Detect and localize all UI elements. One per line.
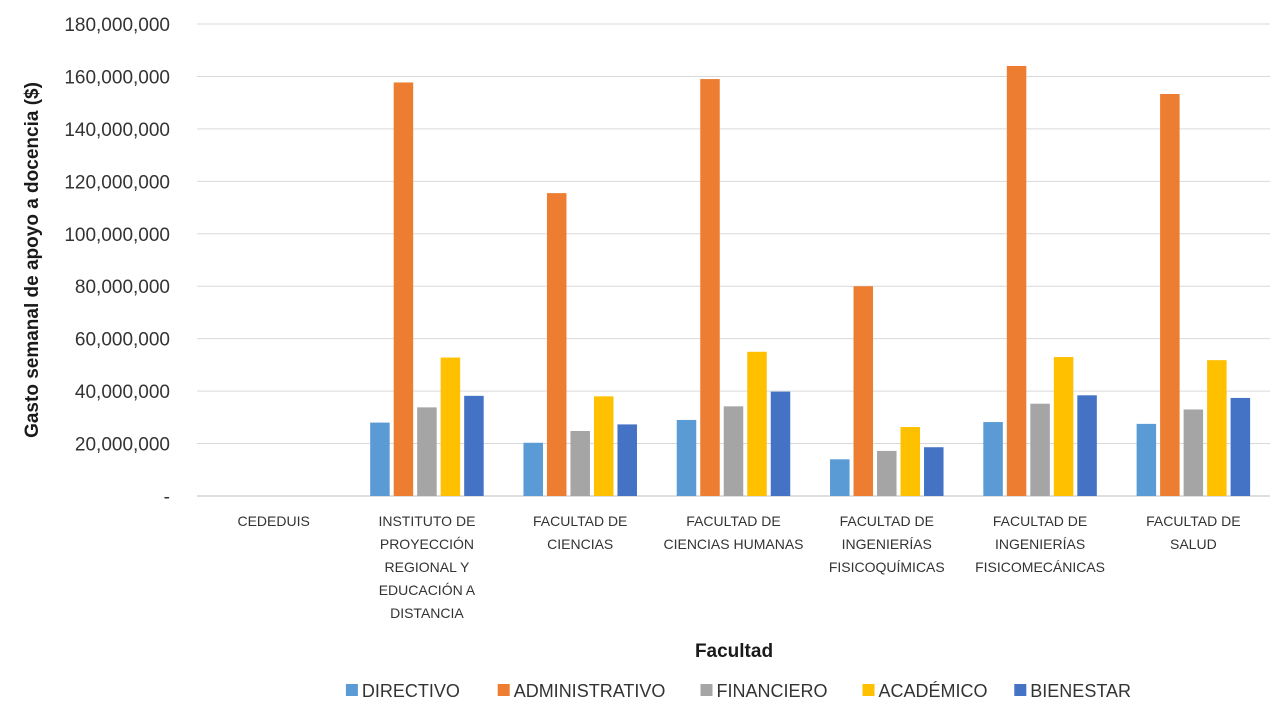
bar-académico bbox=[1207, 360, 1227, 496]
category-label-line: FACULTAD DE bbox=[686, 513, 780, 529]
category-label-line: EDUCACIÓN A bbox=[379, 582, 476, 598]
bar-bienestar bbox=[770, 391, 791, 496]
bar-administrativo bbox=[546, 193, 567, 496]
bar-académico bbox=[440, 357, 461, 496]
category-label-line: INGENIERÍAS bbox=[842, 536, 932, 552]
category-label-line: FACULTAD DE bbox=[993, 513, 1087, 529]
category-label: FACULTAD DE INGENIERÍAS FISICOMECÁNICAS bbox=[975, 513, 1105, 575]
legend-label-académico: ACADÉMICO bbox=[879, 681, 988, 701]
bar-académico bbox=[747, 351, 767, 496]
category-label: FACULTAD DE INGENIERÍAS FISICOQUÍMICAS bbox=[829, 513, 945, 575]
bar-bienestar bbox=[1077, 395, 1097, 496]
legend-label-financiero: FINANCIERO bbox=[717, 681, 828, 701]
category-label-line: INSTITUTO DE bbox=[378, 513, 475, 529]
bar-bienestar bbox=[464, 395, 484, 496]
bar-académico bbox=[1053, 357, 1074, 496]
bar-bienestar bbox=[1230, 397, 1251, 496]
category-label-line: FACULTAD DE bbox=[1146, 513, 1240, 529]
legend-label-administrativo: ADMINISTRATIVO bbox=[514, 681, 666, 701]
bar-administrativo bbox=[393, 82, 414, 496]
bar-administrativo bbox=[853, 286, 874, 496]
bar-financiero bbox=[1183, 409, 1204, 496]
legend-swatch-directivo bbox=[345, 684, 358, 696]
y-tick-label: 160,000,000 bbox=[64, 67, 170, 88]
bar-administrativo bbox=[700, 79, 720, 497]
category-label-line: FACULTAD DE bbox=[533, 513, 627, 529]
legend-swatch-académico bbox=[862, 684, 875, 696]
bar-directivo bbox=[370, 422, 390, 496]
bar-académico bbox=[900, 427, 921, 496]
bar-directivo bbox=[523, 442, 543, 496]
bar-directivo bbox=[676, 419, 697, 496]
bar-bienestar bbox=[617, 424, 637, 496]
bar-administrativo bbox=[1006, 65, 1027, 496]
x-axis-title: Facultad bbox=[695, 641, 773, 662]
bar-financiero bbox=[570, 430, 590, 496]
y-tick-label: 180,000,000 bbox=[64, 15, 170, 36]
bar-académico bbox=[593, 396, 614, 496]
category-label-line: SALUD bbox=[1170, 536, 1217, 552]
category-label-line: REGIONAL Y bbox=[385, 559, 470, 575]
legend-swatch-bienestar bbox=[1014, 684, 1027, 696]
y-axis-title: Gasto semanal de apoyo a docencia ($) bbox=[22, 82, 43, 438]
category-label-line: CIENCIAS HUMANAS bbox=[663, 536, 803, 552]
category-label: FACULTAD DE CIENCIAS HUMANAS bbox=[663, 513, 803, 552]
category-label-line: PROYECCIÓN bbox=[380, 536, 474, 552]
bar-administrativo bbox=[1160, 94, 1180, 496]
bar-directivo bbox=[1136, 423, 1157, 496]
y-tick-label: 40,000,000 bbox=[75, 382, 170, 403]
bar-directivo bbox=[983, 422, 1003, 496]
bar-directivo bbox=[830, 459, 850, 496]
category-label: CEDEDUIS bbox=[237, 513, 309, 529]
y-tick-label: 120,000,000 bbox=[64, 172, 170, 193]
bar-bienestar bbox=[924, 447, 944, 496]
y-tick-label: 140,000,000 bbox=[64, 120, 170, 141]
category-label-line: INGENIERÍAS bbox=[995, 536, 1085, 552]
category-label-line: FISICOMECÁNICAS bbox=[975, 559, 1105, 575]
bar-financiero bbox=[1030, 403, 1050, 496]
category-label: INSTITUTO DE PROYECCIÓN REGIONAL Y EDUCACIÓ… bbox=[378, 513, 475, 621]
category-label-line: DISTANCIA bbox=[390, 605, 464, 621]
bar-financiero bbox=[877, 450, 897, 496]
y-tick-label: 60,000,000 bbox=[75, 330, 170, 351]
y-tick-label: - bbox=[164, 487, 170, 508]
y-tick-label: 80,000,000 bbox=[75, 277, 170, 298]
legend-label-bienestar: BIENESTAR bbox=[1030, 681, 1131, 701]
category-label-line: FACULTAD DE bbox=[840, 513, 934, 529]
category-label: FACULTAD DE CIENCIAS bbox=[533, 513, 627, 552]
category-label-line: CIENCIAS bbox=[547, 536, 613, 552]
bar-financiero bbox=[417, 407, 437, 496]
category-label-line: FISICOQUÍMICAS bbox=[829, 559, 945, 575]
bar-financiero bbox=[723, 406, 744, 496]
category-label: FACULTAD DE SALUD bbox=[1146, 513, 1240, 552]
y-tick-label: 100,000,000 bbox=[64, 225, 170, 246]
legend-swatch-financiero bbox=[700, 684, 713, 696]
category-label-line: CEDEDUIS bbox=[237, 513, 309, 529]
y-tick-label: 20,000,000 bbox=[75, 435, 170, 456]
legend-label-directivo: DIRECTIVO bbox=[362, 681, 460, 701]
legend-swatch-administrativo bbox=[497, 684, 510, 696]
